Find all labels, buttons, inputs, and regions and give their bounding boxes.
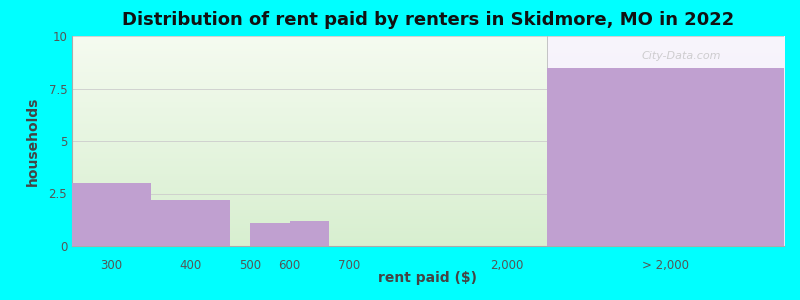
Text: 700: 700 (338, 259, 360, 272)
Y-axis label: households: households (26, 96, 40, 186)
Text: 2,000: 2,000 (490, 259, 524, 272)
Text: 300: 300 (101, 259, 122, 272)
Text: 500: 500 (239, 259, 261, 272)
Bar (250, 223, 290, 246)
Bar (72, 183, 151, 246)
Text: 400: 400 (179, 259, 202, 272)
Text: 600: 600 (278, 259, 301, 272)
X-axis label: rent paid ($): rent paid ($) (378, 271, 478, 285)
Bar (151, 200, 230, 246)
Text: > 2,000: > 2,000 (642, 259, 689, 272)
Text: City-Data.com: City-Data.com (642, 51, 721, 61)
Title: Distribution of rent paid by renters in Skidmore, MO in 2022: Distribution of rent paid by renters in … (122, 11, 734, 29)
Bar (546, 68, 784, 246)
Bar (290, 221, 329, 246)
